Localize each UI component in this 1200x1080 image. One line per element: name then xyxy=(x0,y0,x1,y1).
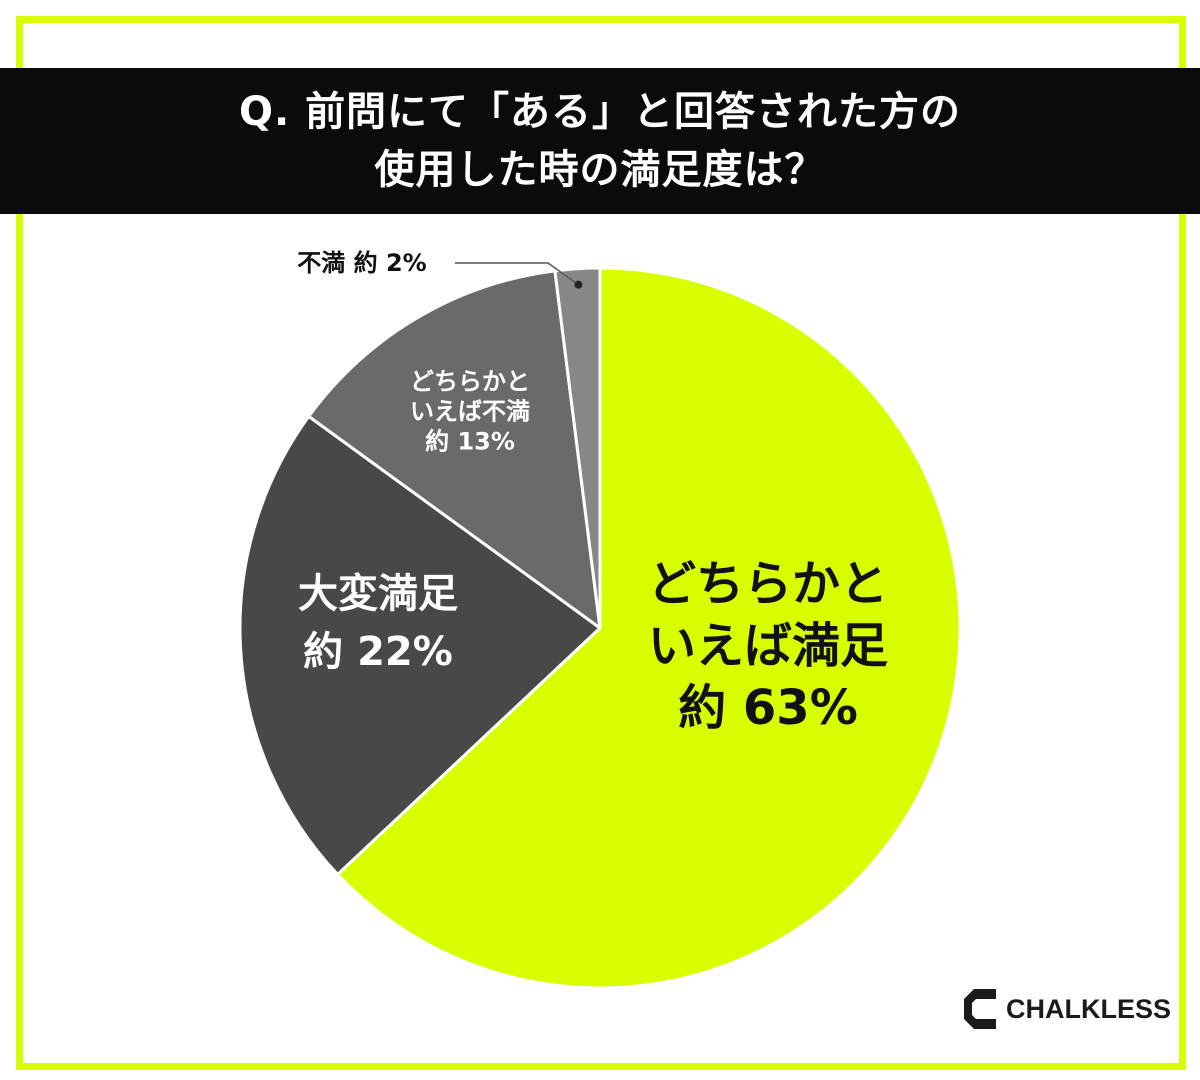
brand-name: CHALKLESS xyxy=(1006,993,1172,1024)
callout-dot xyxy=(574,280,583,289)
slice-label-2: 大変満足約 22% xyxy=(298,571,458,675)
pie-slice-2 xyxy=(238,414,602,876)
chalkless-logo-icon xyxy=(964,989,996,1029)
chart-title-line-1: Q. 前問にて「ある」と回答された方の xyxy=(238,89,962,135)
brand-logo: CHALKLESS xyxy=(962,987,1171,1031)
chart-title-line-2: 使用した時の満足度は？ xyxy=(374,147,826,193)
pie-slice-3 xyxy=(307,269,602,630)
slice-label-3: どちらかといえば不満約 13% xyxy=(410,367,530,455)
callout-line xyxy=(455,262,579,286)
slice-label-1: どちらかといえば満足約 63% xyxy=(648,556,888,736)
pie-slice-4 xyxy=(553,266,602,630)
accent-frame xyxy=(16,16,1186,1070)
pie-slice-1 xyxy=(336,266,962,990)
title-banner: Q. 前問にて「ある」と回答された方の 使用した時の満足度は？ xyxy=(0,68,1200,214)
slice-label-4: 不満 約 2% xyxy=(297,249,426,277)
